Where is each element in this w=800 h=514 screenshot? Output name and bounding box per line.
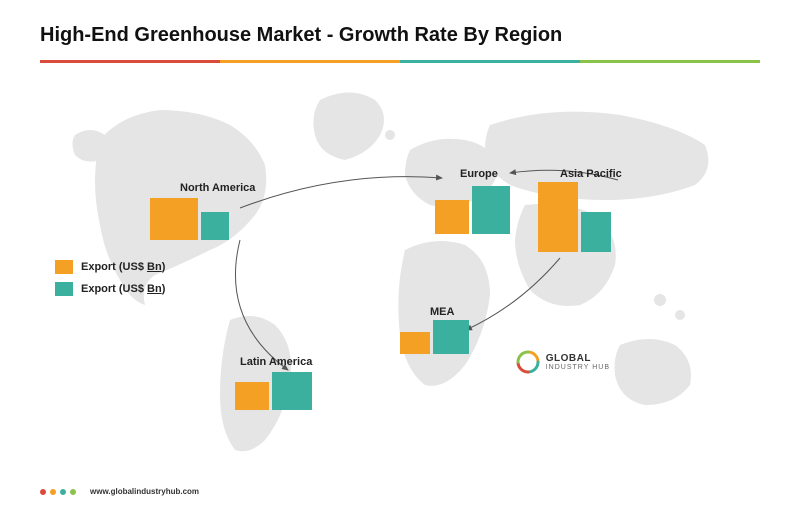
footer-dot	[60, 489, 66, 495]
bar	[150, 198, 198, 240]
region-bars	[400, 320, 469, 354]
footer-dot	[40, 489, 46, 495]
legend-item: Export (US$ Bn)	[55, 260, 165, 274]
footer: www.globalindustryhub.com	[40, 487, 199, 496]
bar	[400, 332, 430, 354]
region-label: Europe	[460, 168, 498, 180]
bar	[272, 372, 312, 410]
bar	[433, 320, 469, 354]
footer-url: www.globalindustryhub.com	[90, 487, 199, 496]
stripe-segment	[580, 60, 760, 63]
region-label: North America	[180, 182, 255, 194]
bar	[581, 212, 611, 252]
region-label: MEA	[430, 306, 454, 318]
legend-swatch	[55, 260, 73, 274]
legend-item: Export (US$ Bn)	[55, 282, 165, 296]
bar	[201, 212, 229, 240]
footer-dot	[70, 489, 76, 495]
stripe-segment	[400, 60, 580, 63]
footer-dot	[50, 489, 56, 495]
region-bars	[435, 186, 510, 234]
brand-logo: GLOBAL INDUSTRY HUB	[516, 350, 610, 374]
globe-icon	[516, 350, 540, 374]
legend-label: Export (US$ Bn)	[81, 261, 165, 273]
page-title: High-End Greenhouse Market - Growth Rate…	[40, 24, 562, 47]
region-label: Latin America	[240, 356, 312, 368]
footer-dots	[40, 489, 76, 495]
legend-label: Export (US$ Bn)	[81, 283, 165, 295]
bar	[472, 186, 510, 234]
legend-swatch	[55, 282, 73, 296]
logo-sub: INDUSTRY HUB	[546, 364, 610, 371]
color-stripe	[40, 60, 760, 63]
bar	[235, 382, 269, 410]
logo-brand: GLOBAL	[546, 354, 610, 364]
bar	[538, 182, 578, 252]
stripe-segment	[220, 60, 400, 63]
stripe-segment	[40, 60, 220, 63]
region-label: Asia Pacific	[560, 168, 622, 180]
legend: Export (US$ Bn) Export (US$ Bn)	[55, 260, 165, 304]
bar	[435, 200, 469, 234]
region-bars	[150, 198, 229, 240]
region-bars	[235, 372, 312, 410]
region-bars	[538, 182, 611, 252]
